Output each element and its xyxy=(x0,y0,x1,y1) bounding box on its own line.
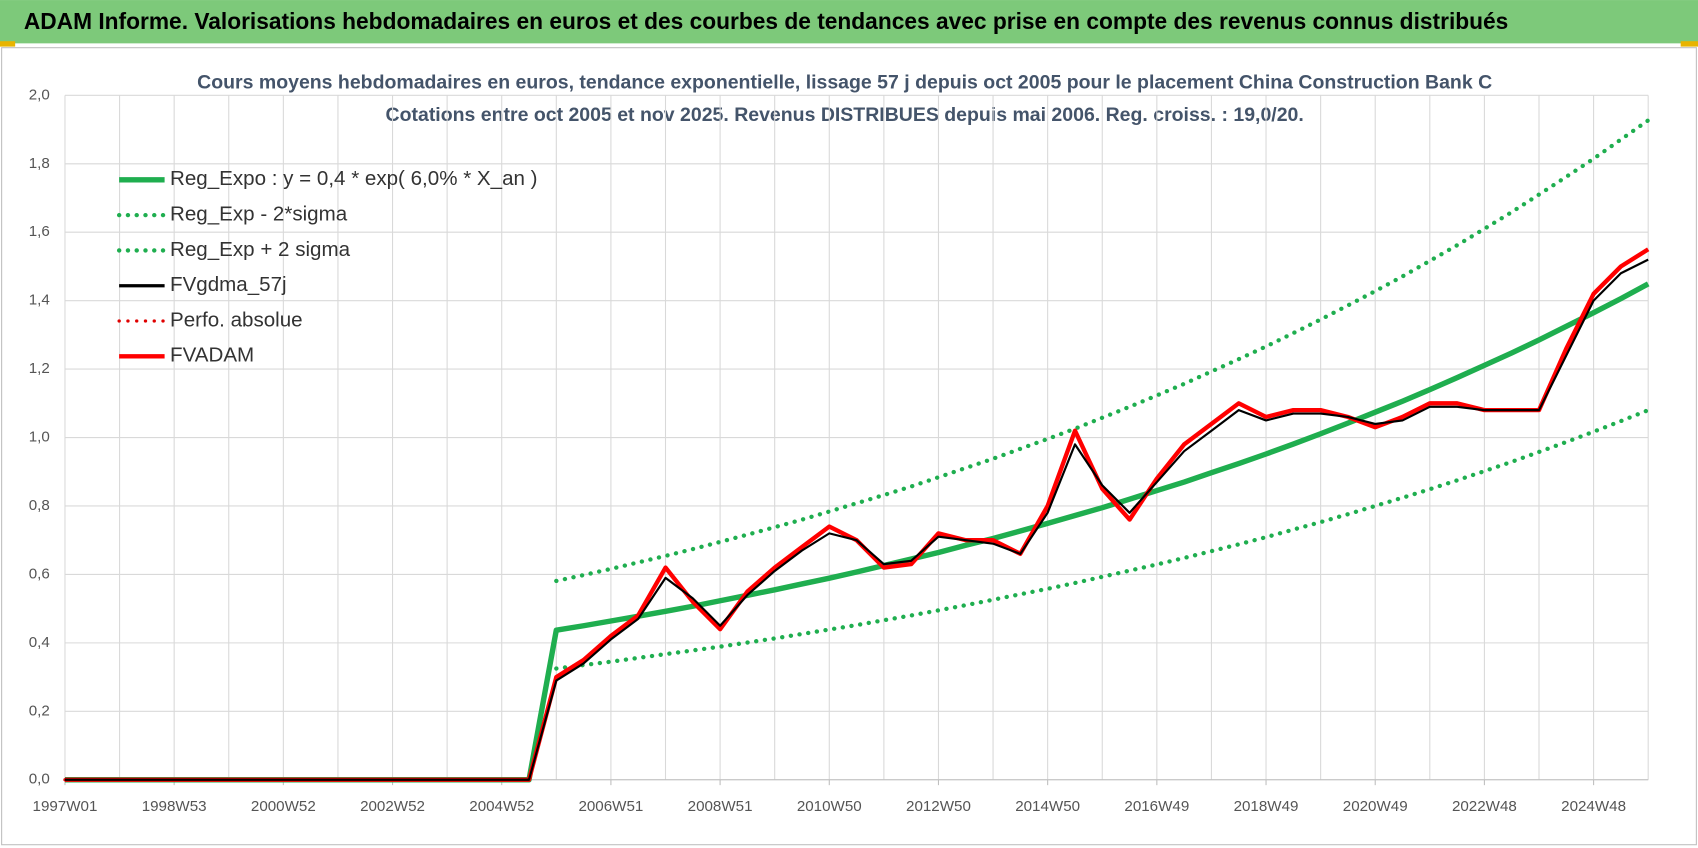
x-tick-label: 2006W51 xyxy=(578,798,643,815)
series-line xyxy=(64,258,1649,781)
legend-label: Reg_Exp - 2*sigma xyxy=(170,203,348,226)
legend-label: Reg_Exp + 2 sigma xyxy=(170,238,351,261)
x-tick-label: 1997W01 xyxy=(33,798,98,815)
x-tick-label: 2012W50 xyxy=(906,798,971,815)
y-tick-label: 0,0 xyxy=(29,771,50,788)
legend-label: Perfo. absolue xyxy=(170,308,303,331)
y-tick-label: 1,6 xyxy=(29,223,50,240)
y-tick-label: 2,0 xyxy=(29,86,50,103)
x-tick-label: 2018W49 xyxy=(1234,798,1299,815)
header-title: ADAM Informe. Valorisations hebdomadaire… xyxy=(24,8,1509,34)
chart-subtitle: Cotations entre oct 2005 et nov 2025. Re… xyxy=(386,104,1304,126)
x-tick-label: 2008W51 xyxy=(688,798,753,815)
x-tick-label: 1998W53 xyxy=(142,798,207,815)
header-bar xyxy=(0,0,1698,44)
y-tick-label: 1,8 xyxy=(29,155,50,172)
legend-label: FVADAM xyxy=(170,344,254,367)
y-tick-label: 1,4 xyxy=(29,292,50,309)
x-tick-label: 2000W52 xyxy=(251,798,316,815)
y-tick-label: 0,8 xyxy=(29,497,50,514)
legend-label: FVgdma_57j xyxy=(170,273,287,296)
y-tick-label: 0,6 xyxy=(29,565,50,582)
series-line xyxy=(554,407,1651,671)
x-tick-label: 2004W52 xyxy=(469,798,534,815)
x-tick-label: 2002W52 xyxy=(360,798,425,815)
x-tick-label: 2020W49 xyxy=(1343,798,1408,815)
corner-mark xyxy=(1680,41,1698,47)
legend-label: Reg_Expo : y = 0,4 * exp( 6,0% * X_an ) xyxy=(170,167,538,190)
corner-mark xyxy=(0,41,16,47)
x-tick-label: 2014W50 xyxy=(1015,798,1080,815)
y-tick-label: 1,0 xyxy=(29,429,50,446)
x-tick-label: 2024W48 xyxy=(1561,798,1626,815)
chart-title: Cours moyens hebdomadaires en euros, ten… xyxy=(197,72,1492,94)
x-tick-label: 2010W50 xyxy=(797,798,862,815)
y-tick-label: 1,2 xyxy=(29,360,50,377)
series-line xyxy=(554,118,1651,584)
y-tick-label: 0,2 xyxy=(29,702,50,719)
x-tick-label: 2022W48 xyxy=(1452,798,1517,815)
y-tick-label: 0,4 xyxy=(29,634,50,651)
chart-frame xyxy=(1,47,1697,846)
x-tick-label: 2016W49 xyxy=(1124,798,1189,815)
